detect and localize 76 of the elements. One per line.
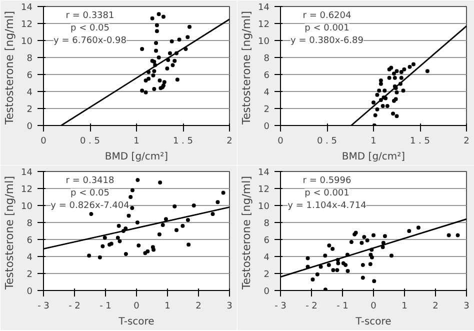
y-tick-label: 2 [264,105,270,115]
annotation: p < 0.001 [304,24,350,34]
annotation: y = 1.104x-4.714 [288,201,367,212]
annotation: r = 0.5996 [302,176,352,186]
x-tick-label: 1 [164,302,170,312]
x-tick-label: 0 [40,136,47,146]
y-tick-label: 2 [26,270,33,280]
annotation: r = 0.6204 [302,11,352,22]
y-tick-label: 14 [258,168,270,178]
y-tick-label: 12 [21,20,32,30]
annotation: r = 0.3418 [66,176,114,186]
x-tick-label: 1 . 5 [410,136,430,146]
y-tick-label: 12 [21,185,32,195]
y-tick-label: 2 [26,105,33,115]
x-tick-label: 1 . 5 [172,136,194,146]
y-tick-label: 4 [264,88,270,98]
annotation: p < 0.05 [70,24,110,34]
y-tick-label: 4 [26,88,33,98]
x-tick-label: 1 [134,136,140,146]
x-axis-title: T-score [354,316,392,328]
x-tick-label: 1 [370,136,376,146]
annotation: r = 0.3381 [66,11,114,22]
annotation: y = 0.380x-6.89 [290,36,364,46]
x-tick-label: 0 [278,136,284,146]
y-tick-label: 0 [264,122,270,132]
y-tick-label: 0 [26,122,33,132]
x-tick-label: 2 [432,302,438,312]
x-tick-label: - 1 [100,302,112,312]
x-axis-title: T-score [118,316,154,328]
y-axis-title: Testosterone [ng/ml] [3,11,16,126]
y-tick-label: 6 [26,236,33,246]
y-tick-label: 2 [264,270,270,280]
x-tick-label: - 1 [336,302,348,312]
annotation: p < 0.05 [70,188,110,199]
y-tick-label: 14 [258,3,270,13]
x-axis-title: BMD [g/cm²] [104,152,168,162]
y-tick-label: 14 [21,168,33,178]
y-tick-label: 10 [258,202,270,212]
y-tick-label: 8 [264,219,270,229]
x-tick-label: 0 . 5 [80,136,100,146]
x-tick-label: - 3 [38,302,50,312]
x-tick-label: 1 [402,302,408,312]
x-tick-label: - 2 [306,302,318,312]
y-tick-label: 12 [258,185,270,195]
x-tick-label: 0 . 5 [316,136,338,146]
y-tick-label: 8 [26,219,33,229]
x-axis-title: BMD [g/cm²] [342,152,406,162]
annotation: y = 0.826x-7.404 [50,201,130,212]
y-tick-label: 0 [264,287,270,297]
x-tick-label: 0 [370,302,377,312]
y-tick-label: 6 [264,236,270,246]
y-tick-label: 4 [264,253,270,263]
annotation: p < 0.001 [304,188,350,199]
y-tick-label: 0 [26,287,33,297]
y-tick-label: 14 [21,3,33,13]
y-tick-label: 12 [258,20,270,30]
x-tick-label: 3 [464,302,470,312]
y-axis-title: Testosterone [ng/ml] [240,176,254,290]
y-tick-label: 4 [26,253,33,263]
y-tick-label: 8 [264,54,270,64]
y-axis-title: Testosterone [ng/ml] [240,11,254,126]
y-axis-title: Testosterone [ng/ml] [3,176,16,290]
y-tick-label: 10 [258,37,270,47]
y-tick-label: 6 [26,71,33,81]
x-tick-label: 0 [134,302,140,312]
y-tick-label: 6 [264,71,270,81]
x-tick-label: - 2 [68,302,80,312]
x-tick-label: 2 [226,136,232,146]
x-tick-label: 3 [226,302,232,312]
x-tick-label: 2 [196,302,202,312]
y-tick-label: 10 [21,202,33,212]
annotation: y = 6.760x-0.98 [54,36,127,46]
y-tick-label: 10 [21,37,33,47]
x-tick-label: 2 [464,136,470,146]
x-tick-label: - 3 [274,302,286,312]
y-tick-label: 8 [26,54,33,64]
